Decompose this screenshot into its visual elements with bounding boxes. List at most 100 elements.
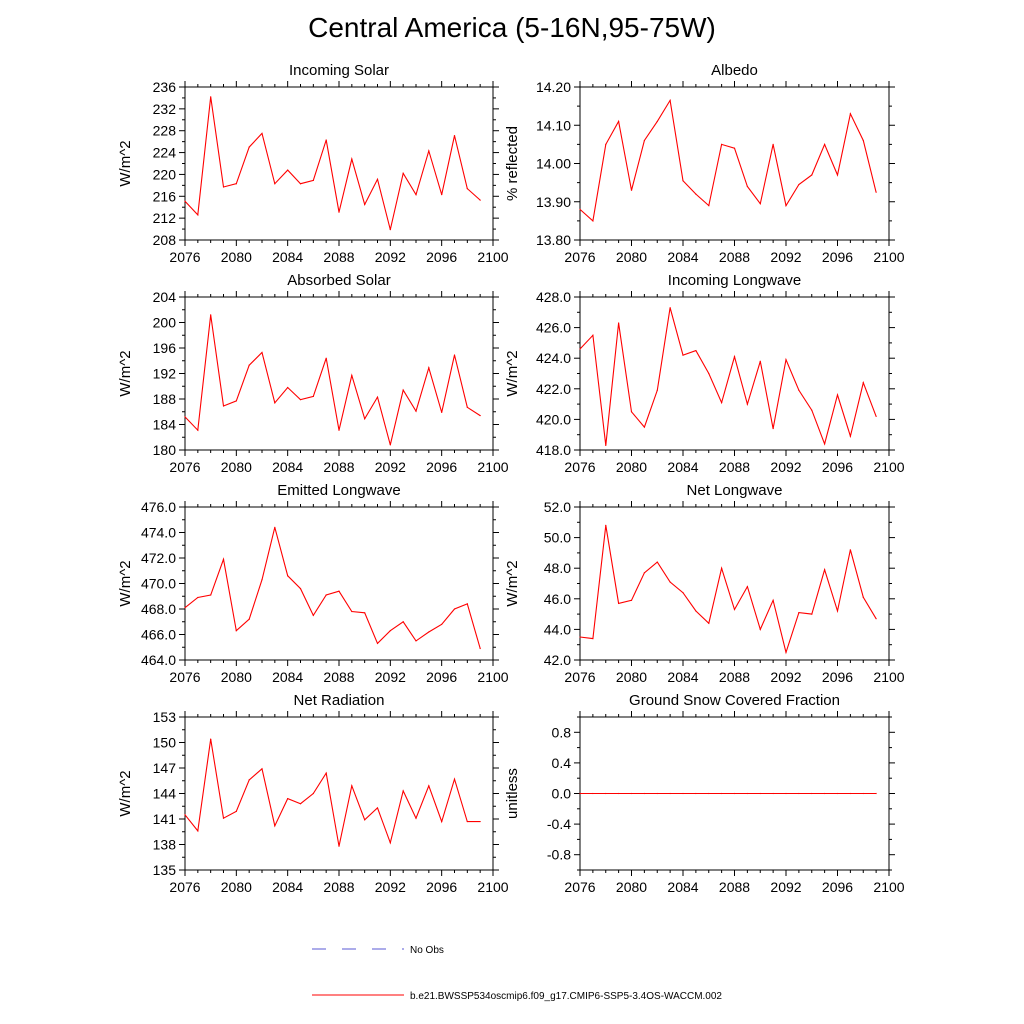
x-tick-label: 2084 <box>667 669 698 685</box>
x-tick-label: 2100 <box>477 249 508 265</box>
figure-title: Central America (5-16N,95-75W) <box>308 12 716 43</box>
data-point <box>428 150 430 152</box>
data-point <box>261 351 263 354</box>
panel-title: Emitted Longwave <box>277 482 400 499</box>
data-point <box>605 444 607 447</box>
data-point <box>415 817 417 819</box>
data-point <box>824 143 826 145</box>
data-point <box>466 603 468 605</box>
data-point <box>197 596 199 599</box>
x-tick-label: 2096 <box>426 669 457 685</box>
y-tick-label: 153 <box>153 709 177 725</box>
data-point <box>210 96 212 98</box>
data-point <box>708 204 710 207</box>
x-tick-label: 2092 <box>375 459 406 475</box>
data-point <box>274 825 276 827</box>
y-axis-label: % reflected <box>504 126 521 201</box>
data-point <box>376 807 379 809</box>
data-point <box>733 356 736 358</box>
data-point <box>222 558 225 560</box>
data-point <box>836 394 839 396</box>
data-point <box>299 183 302 185</box>
y-tick-label: 422.0 <box>536 381 571 397</box>
data-point <box>605 792 607 795</box>
series-line <box>184 739 481 847</box>
data-point <box>338 845 340 847</box>
data-point <box>798 611 800 614</box>
x-tick-label: 2088 <box>323 249 354 265</box>
data-point <box>287 575 289 577</box>
data-point <box>235 810 237 812</box>
data-point <box>630 599 633 601</box>
data-point <box>875 792 877 795</box>
x-tick-label: 2096 <box>822 669 853 685</box>
y-axis-label: W/m^2 <box>117 140 134 186</box>
data-point <box>338 590 340 592</box>
data-point <box>656 389 658 391</box>
data-point <box>402 621 404 623</box>
data-point <box>428 367 430 369</box>
x-tick-label: 2076 <box>564 669 595 685</box>
series-line <box>579 525 877 655</box>
data-point <box>708 792 710 795</box>
y-tick-label: 14.00 <box>536 156 571 172</box>
panel-3: Absorbed Solar 2076 2080 2084 2088 2092 2096 21… <box>117 272 509 475</box>
data-point <box>274 402 276 404</box>
data-point <box>222 186 225 188</box>
data-point <box>746 792 748 795</box>
data-point <box>261 579 263 581</box>
x-tick-label: 2088 <box>719 249 750 265</box>
series-line <box>184 314 481 446</box>
y-tick-label: 0.4 <box>552 755 572 771</box>
y-tick-label: 476.0 <box>141 499 176 515</box>
data-point <box>453 135 456 137</box>
plot-frame <box>184 716 494 871</box>
y-tick-label: 236 <box>153 79 177 95</box>
x-tick-label: 2096 <box>426 879 457 895</box>
data-point <box>721 792 723 795</box>
data-point <box>376 178 379 180</box>
data-point <box>325 772 327 774</box>
panel-title: Net Longwave <box>687 482 783 499</box>
data-point <box>811 409 813 411</box>
y-tick-label: 466.0 <box>141 627 176 643</box>
data-point <box>643 792 645 795</box>
data-point <box>274 526 276 529</box>
data-point <box>875 618 877 620</box>
data-point <box>479 647 481 650</box>
data-point <box>428 631 430 633</box>
data-point <box>441 411 443 413</box>
data-point <box>695 349 697 352</box>
data-point <box>785 792 787 795</box>
x-tick-label: 2092 <box>375 879 406 895</box>
data-point <box>579 636 581 638</box>
data-point <box>772 143 774 145</box>
data-point <box>592 792 594 795</box>
data-point <box>441 194 443 196</box>
data-point <box>849 549 851 551</box>
data-point <box>862 792 864 795</box>
data-point <box>579 792 581 795</box>
y-tick-label: 418.0 <box>536 442 571 458</box>
y-tick-label: 141 <box>153 811 177 827</box>
data-point <box>389 444 391 446</box>
x-tick-label: 2100 <box>477 669 508 685</box>
y-tick-label: 204 <box>153 289 177 305</box>
data-point <box>682 354 684 356</box>
x-tick-label: 2076 <box>564 879 595 895</box>
data-point <box>592 637 594 640</box>
panel-8: Ground Snow Covered Fraction 2076 2080 2084… <box>504 692 905 895</box>
data-point <box>605 143 607 145</box>
data-point <box>466 188 468 190</box>
data-point <box>695 792 697 795</box>
data-point <box>862 139 864 142</box>
panel-title: Albedo <box>711 62 758 79</box>
data-point <box>733 608 736 611</box>
data-point <box>415 194 417 196</box>
x-tick-label: 2084 <box>272 879 303 895</box>
data-point <box>785 359 787 361</box>
data-point <box>695 193 697 195</box>
data-point <box>579 348 581 350</box>
data-point <box>466 820 468 823</box>
